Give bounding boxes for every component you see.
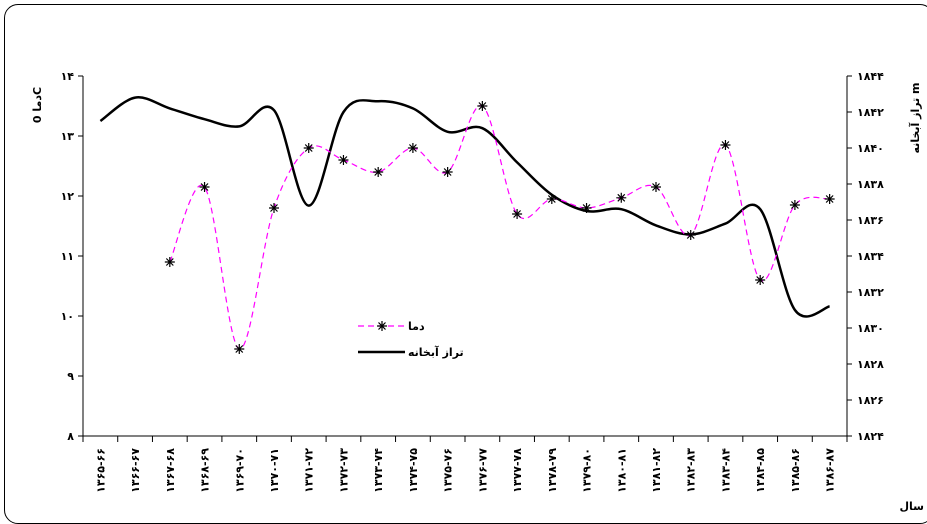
- x-tick-label: ۱۳۶۵-۶۶: [94, 448, 107, 493]
- left-tick-label: ۱۱: [61, 250, 74, 263]
- right-tick-label: ۱۸۳۴: [857, 250, 884, 263]
- x-tick-label: ۱۳۸۶-۸۷: [824, 448, 837, 493]
- x-tick-label: ۱۳۷۶-۷۷: [476, 448, 489, 493]
- x-tick-label: ۱۳۷۵-۷۶: [442, 448, 455, 493]
- x-tick-label: ۱۳۷۹-۸۰: [581, 448, 594, 493]
- x-tick-label: ۱۳۶۸-۶۹: [199, 448, 212, 493]
- x-tick-label: ۱۳۷۴-۷۵: [407, 448, 420, 493]
- x-tick-label: ۱۳۷۷-۷۸: [511, 448, 524, 493]
- temperature-point: [164, 257, 175, 267]
- x-tick-label: ۱۳۷۸-۷۹: [546, 448, 559, 493]
- right-tick-label: ۱۸۲۴: [857, 430, 884, 443]
- right-tick-label: ۱۸۳۲: [857, 286, 884, 299]
- x-tick-label: ۱۳۷۲-۷۳: [337, 448, 350, 493]
- y-axis-left-label: دما 0C: [31, 87, 44, 123]
- temperature-point: [685, 230, 696, 240]
- left-tick-label: ۱۰: [61, 310, 74, 323]
- temperature-point: [373, 167, 384, 177]
- left-tick-label: ۱۲: [61, 190, 75, 203]
- right-axis-ticks: ۱۸۲۴ ۱۸۲۶ ۱۸۲۸ ۱۸۳۰ ۱۸۳۲ ۱۸۳۴ ۱۸۳۶ ۱۸۳۸ ۱۸۴۰ ۱۸۴۲…: [847, 70, 884, 443]
- x-tick-label: ۱۳۸۰-۸۱: [615, 448, 628, 493]
- x-tick-label: ۱۳۶۷-۶۸: [164, 448, 177, 493]
- right-tick-label: ۱۸۲۶: [857, 394, 884, 407]
- temperature-point: [581, 203, 592, 213]
- x-tick-label: ۱۳۶۶-۶۷: [129, 448, 142, 493]
- x-tick-label: ۱۳۸۴-۸۵: [754, 448, 767, 493]
- right-tick-label: ۱۸۴۴: [857, 70, 884, 83]
- temperature-point: [303, 143, 314, 153]
- right-tick-label: ۱۸۳۰: [857, 322, 884, 335]
- x-axis-label: سال: [900, 500, 925, 513]
- x-tick-label: ۱۳۸۳-۸۴: [719, 448, 732, 493]
- temperature-point: [199, 182, 210, 192]
- left-tick-label: ۱۳: [61, 130, 75, 143]
- right-tick-label: ۱۸۴۲: [857, 106, 884, 119]
- series-layer: [99, 96, 835, 354]
- temperature-point: [477, 101, 488, 111]
- left-tick-label: ۸: [67, 430, 74, 443]
- x-tick-label: ۱۳۷۳-۷۴: [372, 448, 385, 493]
- x-tick-label: ۱۳۷۱-۷۲: [303, 448, 316, 493]
- temperature-point: [269, 203, 279, 213]
- legend-label-water-level: تراز آبخانه: [408, 345, 464, 359]
- temperature-point: [755, 275, 766, 285]
- temperature-point: [338, 155, 349, 165]
- right-tick-label: ۱۸۳۶: [857, 214, 884, 227]
- left-axis-ticks: ۸ ۹ ۱۰ ۱۱ ۱۲ ۱۳ ۱۴: [61, 70, 83, 443]
- left-tick-label: ۱۴: [61, 70, 75, 83]
- temperature-point: [407, 143, 418, 153]
- temperature-point: [512, 209, 523, 219]
- x-tick-label: ۱۳۸۵-۸۶: [789, 448, 802, 493]
- legend: دما تراز آبخانه: [358, 320, 464, 359]
- legend-label-temperature: دما: [408, 320, 425, 333]
- right-tick-label: ۱۸۴۰: [857, 142, 884, 155]
- temperature-point: [546, 194, 557, 204]
- water-level-line: [99, 96, 831, 318]
- temperature-point: [651, 182, 661, 192]
- temperature-point: [789, 200, 800, 210]
- x-axis-ticks: ۱۳۶۵-۶۶ ۱۳۶۶-۶۷ ۱۳۶۷-۶۸ ۱۳۶۸-۶۹ ۱۳۶۹-۷۰ ۱۳۷۰-…: [82, 436, 848, 493]
- x-tick-label: ۱۳۷۰-۷۱: [268, 448, 281, 493]
- x-tick-label: ۱۳۸۲-۸۳: [685, 448, 698, 493]
- temperature-point: [824, 194, 835, 204]
- legend-marker-temperature: [377, 321, 387, 331]
- left-tick-label: ۹: [67, 370, 74, 383]
- temperature-point: [234, 344, 245, 354]
- x-tick-label: ۱۳۸۱-۸۲: [650, 448, 663, 493]
- right-tick-label: ۱۸۳۸: [857, 178, 884, 191]
- temperature-point: [442, 167, 453, 177]
- temperature-point: [720, 140, 731, 150]
- x-tick-label: ۱۳۶۹-۷۰: [233, 448, 246, 493]
- right-tick-label: ۱۸۲۸: [857, 358, 884, 371]
- temperature-point: [616, 192, 627, 203]
- y-axis-right-label: تراز آبخانه m: [908, 83, 922, 154]
